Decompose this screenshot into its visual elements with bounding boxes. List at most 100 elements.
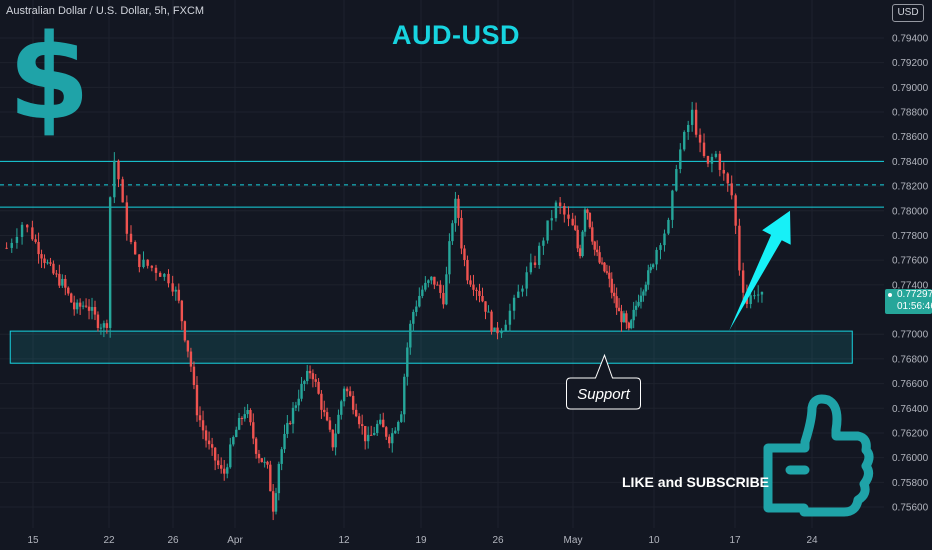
candle-body [400,414,403,422]
candle-body [213,447,217,461]
candle-body [345,388,349,392]
candle-body [286,422,289,434]
candle-body [40,254,43,259]
time-tick: 22 [103,535,115,546]
candle-body [603,262,606,272]
candle-body [454,198,457,224]
candle-body [718,153,722,170]
candle-body [363,425,367,442]
like-subscribe-text: LIKE and SUBSCRIBE [622,474,770,490]
candle-body [647,270,650,285]
symbol-label[interactable]: Australian Dollar / U.S. Dollar, 5h, FXC… [6,5,205,17]
candle-body [563,206,566,215]
candle-body [558,202,562,207]
candle-body [186,340,190,352]
currency-badge[interactable]: USD [892,4,924,22]
candle-body [163,273,166,277]
candle-body [409,323,412,348]
candle-body [303,381,306,384]
candle-body [632,309,635,321]
candle-body [412,311,415,324]
candle-body [698,134,702,143]
candle-body [741,270,745,293]
price-tick: 0.78200 [892,182,929,193]
candle-body [591,227,594,242]
candle-body [475,289,478,291]
candle-body [360,424,364,426]
price-tick: 0.76800 [892,354,929,365]
candle-body [15,236,19,243]
price-tick: 0.76200 [892,428,929,439]
candle-body [571,218,574,226]
time-tick: 26 [492,535,504,546]
candle-body [195,384,199,416]
support-zone [9,330,853,364]
price-tick: 0.76400 [892,404,929,415]
candle-body [593,241,596,250]
candle-body [710,156,714,164]
candle-body [379,419,382,424]
candle-body [37,241,40,255]
candle-body [463,248,466,260]
candle-body [280,449,283,464]
candle-body [232,437,235,445]
candle-body [424,282,427,290]
candle-body [738,225,741,271]
candle-body [554,202,558,219]
candle-body [96,314,100,328]
candle-body [201,420,205,431]
candle-body [337,414,340,434]
candle-body [433,276,436,285]
candle-body [525,272,528,289]
time-tick: May [564,535,583,546]
candle-body [478,290,481,296]
candle-body [687,124,690,132]
candle-body [586,209,589,213]
candle-body [180,300,184,322]
candle-body [311,373,315,380]
candle-body [328,420,332,430]
candle-body [294,405,298,408]
support-zone-rect [9,330,853,364]
price-tick: 0.77000 [892,330,929,341]
candle-body [283,433,286,450]
price-tick: 0.76600 [892,379,929,390]
candle-body [605,271,609,273]
candle-body [5,247,8,249]
candle-body [269,464,272,492]
candle-body [690,109,694,125]
candle-body [574,225,577,230]
candle-body [271,491,275,512]
candle-body [734,195,737,226]
arrow-up-icon [729,210,791,331]
candle-body [113,160,116,198]
candle-body [158,272,162,277]
candle-body [373,433,376,435]
candle-body [612,292,616,297]
candle-body [192,366,196,385]
price-tick: 0.77600 [892,256,929,267]
support-label: Support [577,386,630,403]
time-axis: 15 22 26 Apr 12 19 26 May 10 17 24 [0,529,884,550]
candle-body [671,190,674,220]
candle-body [314,379,317,382]
candle-body [75,302,79,310]
last-price: 0.77297 [897,289,932,300]
candle-body [370,434,373,436]
candle-body [138,254,141,268]
candle-body [625,313,628,323]
candle-body [512,297,516,311]
price-axis: 0.79400 0.79200 0.79000 0.78800 0.78600 0.784… [884,0,932,550]
chart-grid [0,0,884,528]
candle-body [403,376,406,415]
time-axis-bg [0,529,884,550]
time-tick: Apr [227,535,243,546]
candle-body [323,409,326,413]
candle-body [382,419,385,428]
candle-body [257,453,261,459]
time-tick: 10 [648,535,660,546]
candle-body [102,323,106,328]
candle-body [472,284,475,290]
candle-body [550,218,553,221]
